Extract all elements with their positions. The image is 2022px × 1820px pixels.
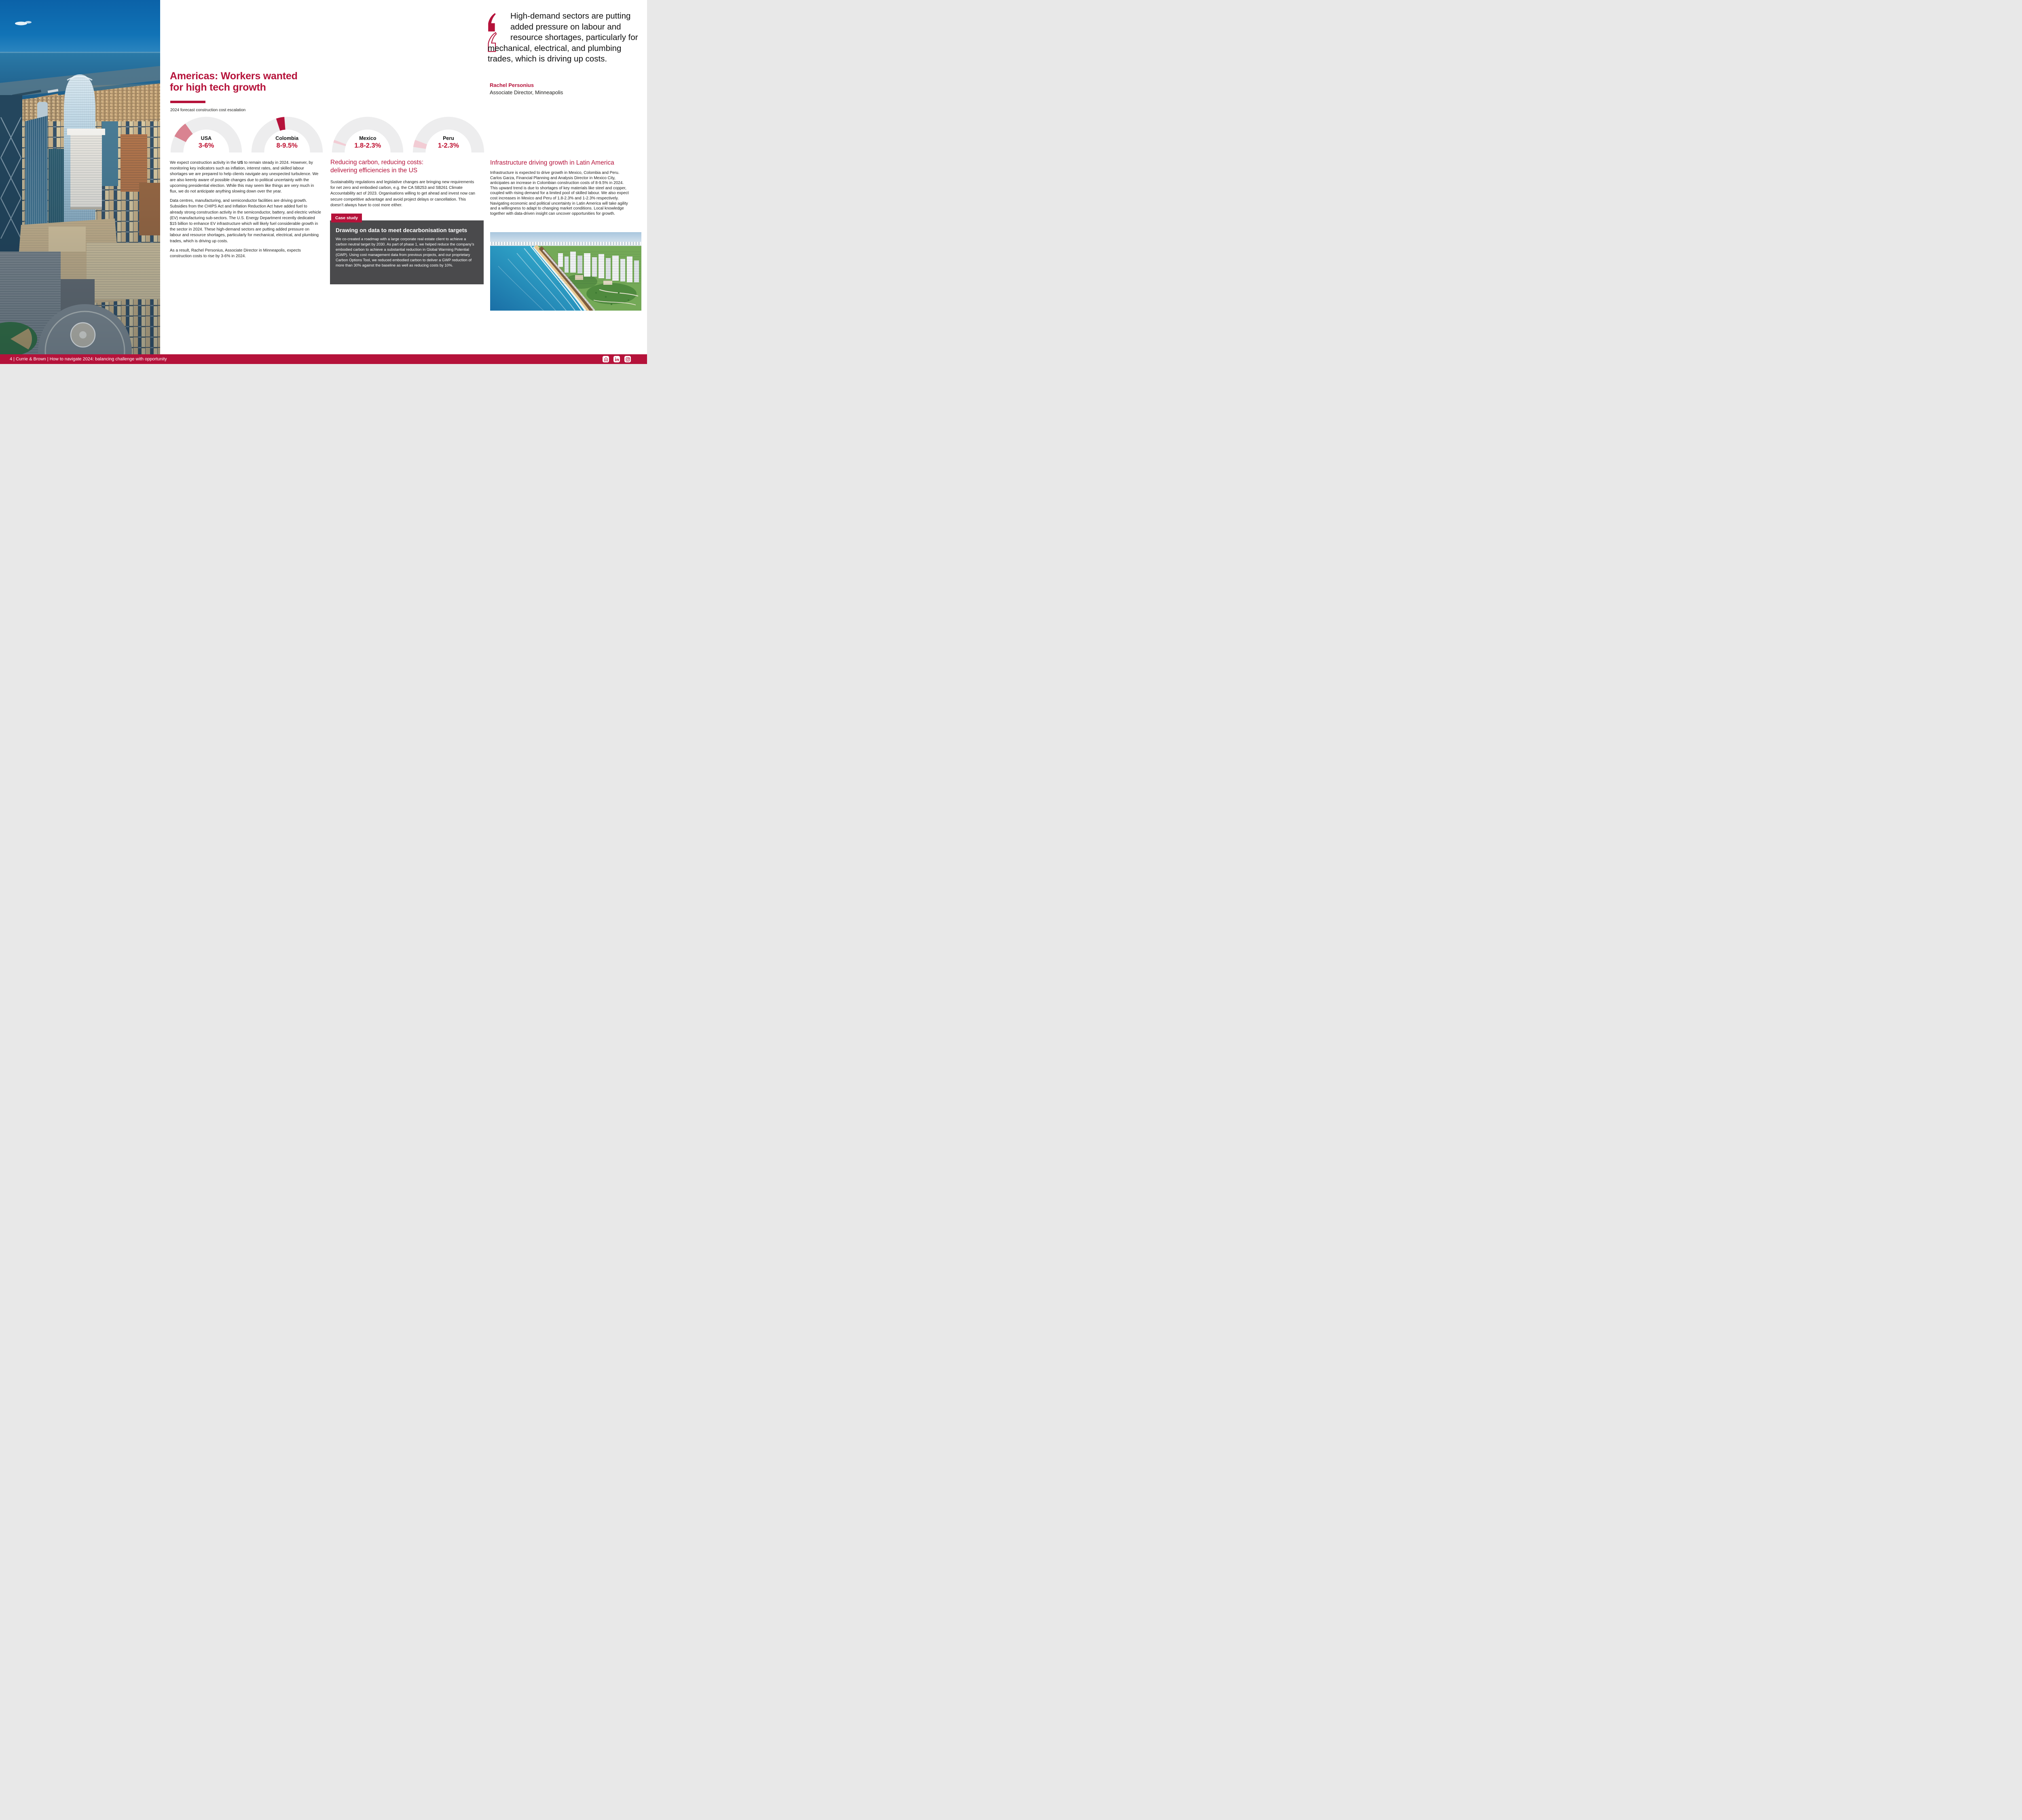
gauge-mexico: Mexico 1.8-2.3% <box>331 116 404 155</box>
gauge-arc <box>412 116 484 152</box>
san-francisco-photo <box>0 0 160 355</box>
chart-caption: 2024 forecast construction cost escalati… <box>170 108 246 112</box>
instagram-icon[interactable] <box>624 356 631 362</box>
gauge-arc <box>251 116 323 152</box>
body-paragraph: Data centres, manufacturing, and semicon… <box>170 199 321 243</box>
title-underline <box>170 101 205 103</box>
lima-coastline-photo-art <box>490 232 641 311</box>
gauge-range-value: 8-9.5% <box>276 142 298 149</box>
san-francisco-photo-art <box>0 0 160 355</box>
case-study-box: Drawing on data to meet decarbonisation … <box>330 220 484 284</box>
quote-author-role: Associate Director, Minneapolis <box>490 89 563 95</box>
latam-section-body: Infrastructure is expected to drive grow… <box>490 171 629 216</box>
page-title: Americas: Workers wanted for high tech g… <box>170 70 340 93</box>
carbon-section-heading: Reducing carbon, reducing costs: deliver… <box>330 159 424 174</box>
page-title-line2: for high tech growth <box>170 82 266 93</box>
footer-bar: 4 | Currie & Brown | How to navigate 202… <box>0 354 647 364</box>
gauge-range-value: 1.8-2.3% <box>354 142 381 149</box>
quote-author: Rachel Personius <box>490 82 534 88</box>
gauge-range-value: 1-2.3% <box>438 142 459 149</box>
gauge-arc <box>170 116 242 152</box>
case-study-badge: Case study <box>331 214 362 222</box>
latam-section-heading: Infrastructure driving growth in Latin A… <box>490 159 614 166</box>
us-outlook-paragraphs: We expect construction activity in the U… <box>170 160 321 263</box>
gauge-colombia: Colombia 8-9.5% <box>251 116 324 155</box>
case-study-heading: Drawing on data to meet decarbonisation … <box>336 227 467 233</box>
gauge-country-label: Colombia <box>275 135 299 141</box>
linkedin-icon[interactable] <box>613 356 620 362</box>
pull-quote-text: High-demand sectors are putting added pr… <box>488 11 638 63</box>
home-icon[interactable] <box>603 356 609 362</box>
footer-text: 4 | Currie & Brown | How to navigate 202… <box>10 357 167 362</box>
footer-social-icons <box>603 356 631 362</box>
carbon-section-body: Sustainability regulations and legislati… <box>330 180 475 207</box>
gauge-country-label: Peru <box>443 135 454 141</box>
gauge-chart: USA 3-6% Colombia 8-9.5% Mexico 1.8-2.3% Peru 1… <box>170 116 485 155</box>
body-paragraph: As a result, Rachel Personius, Associate… <box>170 248 301 259</box>
page: Americas: Workers wanted for high tech g… <box>0 0 647 364</box>
page-title-line1: Americas: Workers wanted <box>170 70 298 82</box>
gauge-usa: USA 3-6% <box>170 116 243 155</box>
gauge-arc <box>332 116 404 152</box>
gauge-range-value: 3-6% <box>198 142 214 149</box>
lima-coastline-photo <box>490 232 641 311</box>
body-paragraph: We expect construction activity in the U… <box>170 161 319 194</box>
gauge-peru: Peru 1-2.3% <box>412 116 485 155</box>
gauge-country-label: USA <box>201 135 212 141</box>
gauge-country-label: Mexico <box>359 135 376 141</box>
bold-us: US <box>237 161 243 165</box>
pull-quote: High-demand sectors are putting added pr… <box>488 11 638 65</box>
double-quote-icon <box>488 11 510 52</box>
case-study-body: We co-created a roadmap with a large cor… <box>336 237 474 267</box>
